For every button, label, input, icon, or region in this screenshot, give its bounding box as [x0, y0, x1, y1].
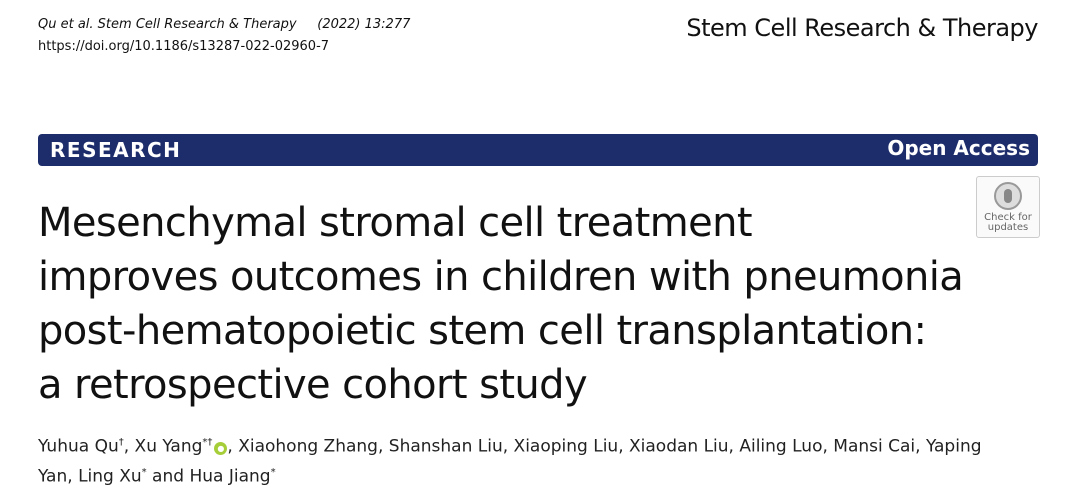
citation-text: Qu et al. Stem Cell Research & Therapy	[38, 17, 297, 32]
author-mark: *	[141, 466, 147, 478]
author-name: Xu Yang	[134, 436, 203, 457]
title-line: a retrospective cohort study	[38, 362, 588, 408]
separator: and	[146, 466, 190, 487]
citation: Qu et al. Stem Cell Research & Therapy (…	[38, 14, 410, 58]
title-line: improves outcomes in children with pneum…	[38, 254, 964, 300]
separator: ,	[728, 436, 740, 457]
author-mark: *†	[202, 437, 213, 448]
orcid-icon: ●	[214, 441, 228, 455]
author-mark: †	[118, 437, 124, 448]
separator: ,	[618, 436, 629, 457]
author-name: Mansi Cai	[833, 436, 916, 457]
author-name: Xiaohong Zhang	[238, 436, 378, 457]
doi[interactable]: https://doi.org/10.1186/s13287-022-02960…	[38, 39, 330, 54]
author-name: Xiaodan Liu	[629, 436, 729, 457]
separator: ,	[377, 436, 389, 457]
check-icon	[994, 182, 1022, 210]
open-access: Open Access	[887, 136, 1030, 160]
author-mark: *	[270, 466, 276, 478]
author-name: Yaping Yan	[38, 436, 982, 487]
separator: ,	[915, 436, 926, 457]
journal-name: Stem Cell Research & Therapy	[686, 14, 1038, 42]
title-line: Mesenchymal stromal cell treatment	[38, 200, 753, 246]
separator: ,	[502, 436, 514, 457]
banner: RESEARCH Open Access	[38, 134, 1038, 166]
author-name: Shanshan Liu	[388, 436, 503, 457]
separator: ,	[123, 436, 135, 457]
title: Mesenchymal stromal cell treatment improv…	[38, 196, 964, 412]
issue: (2022) 13:277	[317, 17, 411, 32]
author-name: Xiaoping Liu	[513, 436, 619, 457]
separator: ,	[67, 466, 79, 487]
author-name: Ling Xu	[78, 466, 142, 487]
authors: Yuhua Qu†, Xu Yang*†●, Xiaohong Zhang, S…	[38, 430, 998, 489]
author-name: Yuhua Qu	[38, 436, 119, 457]
separator: ,	[227, 436, 239, 457]
title-line: post-hematopoietic stem cell transplanta…	[38, 308, 927, 354]
author-name: Ailing Luo	[739, 436, 823, 457]
separator: ,	[822, 436, 834, 457]
article-type: RESEARCH	[50, 138, 182, 162]
check-updates[interactable]: Check for updates	[976, 176, 1040, 238]
author-name: Hua Jiang	[189, 466, 271, 487]
check-text: updates	[987, 222, 1029, 233]
check-text: Check for	[984, 212, 1032, 223]
